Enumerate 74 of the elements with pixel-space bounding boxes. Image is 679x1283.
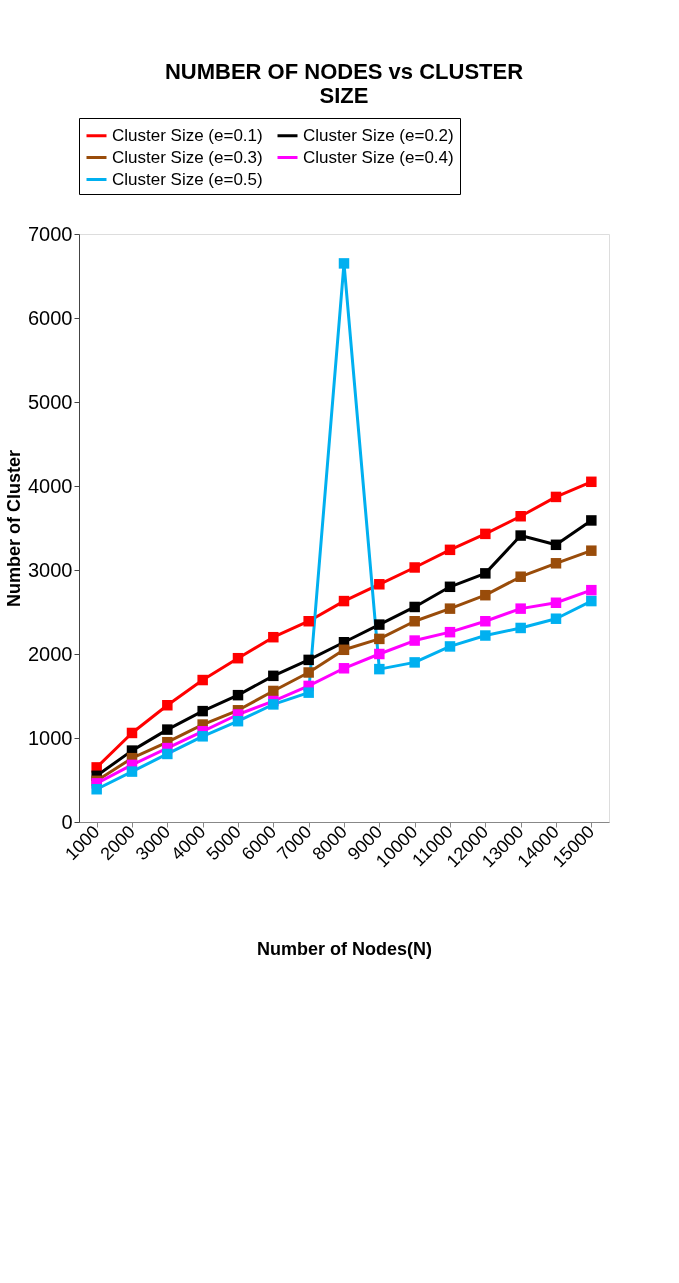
point xyxy=(374,579,385,590)
point xyxy=(374,663,385,675)
point xyxy=(162,700,173,711)
point xyxy=(409,562,420,573)
point xyxy=(550,613,562,624)
point xyxy=(480,630,491,641)
point xyxy=(91,784,102,795)
point xyxy=(232,652,244,664)
point xyxy=(586,515,597,526)
point xyxy=(197,674,208,686)
point xyxy=(197,731,208,742)
point xyxy=(480,589,491,601)
point xyxy=(126,766,138,777)
legend-label: Cluster Size (e=0.3) xyxy=(112,147,263,167)
point xyxy=(303,687,314,698)
point xyxy=(444,544,456,556)
point xyxy=(550,558,562,569)
point xyxy=(409,657,420,668)
x-axis-title: Number of Nodes(N) xyxy=(257,939,432,960)
y-tick-label: 7000 xyxy=(28,222,73,245)
point xyxy=(515,571,526,582)
point xyxy=(550,491,562,503)
point xyxy=(303,654,314,666)
y-tick-label: 6000 xyxy=(28,306,73,329)
point xyxy=(338,663,350,674)
point xyxy=(268,631,279,643)
point xyxy=(444,641,456,652)
point xyxy=(374,619,385,630)
legend-label: Cluster Size (e=0.1) xyxy=(112,125,263,145)
point xyxy=(268,685,279,697)
point xyxy=(126,727,138,739)
point xyxy=(268,699,279,710)
y-tick-label: 5000 xyxy=(28,390,73,413)
point xyxy=(586,545,597,556)
point xyxy=(374,648,385,660)
legend-label: Cluster Size (e=0.2) xyxy=(303,125,454,145)
point xyxy=(232,715,244,727)
point xyxy=(374,633,385,645)
legend-label: Cluster Size (e=0.5) xyxy=(112,169,263,189)
point xyxy=(586,595,597,607)
legend-label: Cluster Size (e=0.4) xyxy=(303,147,454,167)
point xyxy=(268,670,279,682)
point xyxy=(515,511,526,522)
point xyxy=(197,705,208,717)
point xyxy=(162,724,173,735)
point xyxy=(480,528,491,540)
y-tick-label: 4000 xyxy=(28,474,73,497)
point xyxy=(444,626,456,638)
point xyxy=(515,622,526,634)
point xyxy=(444,603,456,614)
point xyxy=(515,530,526,541)
point xyxy=(338,644,350,656)
point xyxy=(515,603,526,614)
point xyxy=(409,601,420,613)
point xyxy=(162,748,173,760)
point xyxy=(586,476,597,488)
point xyxy=(303,616,314,627)
point xyxy=(586,584,597,596)
y-tick-label: 2000 xyxy=(28,642,73,665)
point xyxy=(232,689,244,701)
point xyxy=(338,595,350,607)
point xyxy=(409,635,420,646)
point xyxy=(409,616,420,627)
point xyxy=(480,568,491,579)
point xyxy=(550,597,562,608)
y-tick-label: 3000 xyxy=(28,558,73,581)
point xyxy=(338,258,350,269)
point xyxy=(480,616,491,627)
point xyxy=(550,539,562,551)
chart-title: NUMBER OF NODES vs CLUSTER SIZE xyxy=(164,58,524,108)
y-tick-label: 1000 xyxy=(28,726,73,749)
point xyxy=(303,667,314,678)
point xyxy=(444,581,456,593)
y-axis-title: Number of Cluster xyxy=(4,449,25,608)
